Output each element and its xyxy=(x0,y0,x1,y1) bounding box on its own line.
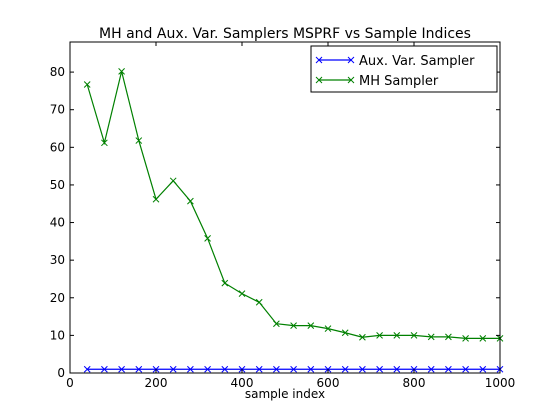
data-point-mh-sampler xyxy=(83,81,91,88)
data-point-mh-sampler xyxy=(376,332,383,339)
data-point-mh-sampler xyxy=(462,335,469,342)
data-point-mh-sampler xyxy=(135,137,143,144)
y-tick-label: 70 xyxy=(50,103,65,117)
data-point-aux-var-sampler xyxy=(376,365,383,373)
data-point-aux-var-sampler xyxy=(462,365,469,373)
data-point-aux-var-sampler xyxy=(135,365,143,373)
legend-label: MH Sampler xyxy=(359,74,439,89)
data-point-mh-sampler xyxy=(479,335,487,342)
y-tick-label: 30 xyxy=(50,253,65,267)
data-point-mh-sampler xyxy=(101,139,108,147)
legend-box xyxy=(310,45,498,93)
data-point-mh-sampler xyxy=(255,298,263,306)
data-point-mh-sampler xyxy=(118,67,125,75)
y-tick-label: 60 xyxy=(50,140,65,154)
x-tick-label: 0 xyxy=(66,376,74,390)
data-point-mh-sampler xyxy=(204,234,211,242)
data-point-mh-sampler xyxy=(324,325,332,332)
data-point-mh-sampler xyxy=(273,320,280,328)
data-point-aux-var-sampler xyxy=(307,365,315,373)
y-tick-label: 80 xyxy=(50,65,65,79)
data-point-aux-var-sampler xyxy=(393,365,401,373)
x-axis-label: sample index xyxy=(245,387,325,401)
y-axis: 0 10 20 30 40 50 60 70 80 xyxy=(50,65,500,380)
x-tick-label: 200 xyxy=(145,376,168,390)
data-point-aux-var-sampler xyxy=(341,365,349,373)
data-point-aux-var-sampler xyxy=(273,365,280,373)
data-point-aux-var-sampler xyxy=(118,365,125,373)
data-point-aux-var-sampler xyxy=(427,365,435,373)
legend-item-aux-var-sampler: Aux. Var. Sampler xyxy=(315,54,475,69)
plot-frame xyxy=(69,41,501,374)
x-tick-label: 600 xyxy=(317,376,340,390)
x-axis: 0 200 400 600 800 1000 xyxy=(66,42,515,390)
data-point-aux-var-sampler xyxy=(83,365,91,373)
data-point-aux-var-sampler xyxy=(221,365,229,373)
data-point-aux-var-sampler xyxy=(169,365,177,373)
data-point-aux-var-sampler xyxy=(290,365,297,373)
y-tick-label: 40 xyxy=(50,216,65,230)
data-point-mh-sampler xyxy=(445,333,452,341)
y-tick-label: 10 xyxy=(50,328,65,342)
data-point-aux-var-sampler xyxy=(101,365,108,373)
y-tick-label: 0 xyxy=(57,366,65,380)
data-point-mh-sampler xyxy=(307,322,315,329)
x-tick-label: 400 xyxy=(231,376,254,390)
data-point-aux-var-sampler xyxy=(204,365,211,373)
data-point-mh-sampler xyxy=(341,329,349,337)
data-point-mh-sampler xyxy=(152,195,160,203)
legend-item-mh-sampler: MH Sampler xyxy=(315,74,439,89)
data-point-aux-var-sampler xyxy=(479,365,487,373)
data-point-mh-sampler xyxy=(290,322,297,329)
y-tick-label: 50 xyxy=(50,178,65,192)
data-point-mh-sampler xyxy=(221,279,229,287)
legend-label: Aux. Var. Sampler xyxy=(359,54,475,69)
x-tick-label: 1000 xyxy=(485,376,516,390)
data-point-aux-var-sampler xyxy=(445,365,452,373)
data-point-mh-sampler xyxy=(427,333,435,341)
chart-title: MH and Aux. Var. Samplers MSPRF vs Sampl… xyxy=(99,26,471,42)
data-point-mh-sampler xyxy=(169,177,177,185)
data-point-mh-sampler xyxy=(359,333,366,341)
x-tick-label: 800 xyxy=(403,376,426,390)
data-point-mh-sampler xyxy=(393,332,401,339)
data-point-aux-var-sampler xyxy=(255,365,263,373)
y-tick-label: 20 xyxy=(50,291,65,305)
data-point-mh-sampler xyxy=(410,332,418,339)
data-point-aux-var-sampler xyxy=(187,365,194,373)
legend: Aux. Var. Sampler MH Sampler xyxy=(310,45,498,93)
data-point-aux-var-sampler xyxy=(359,365,366,373)
data-point-mh-sampler xyxy=(187,197,194,205)
data-point-mh-sampler xyxy=(238,290,246,297)
